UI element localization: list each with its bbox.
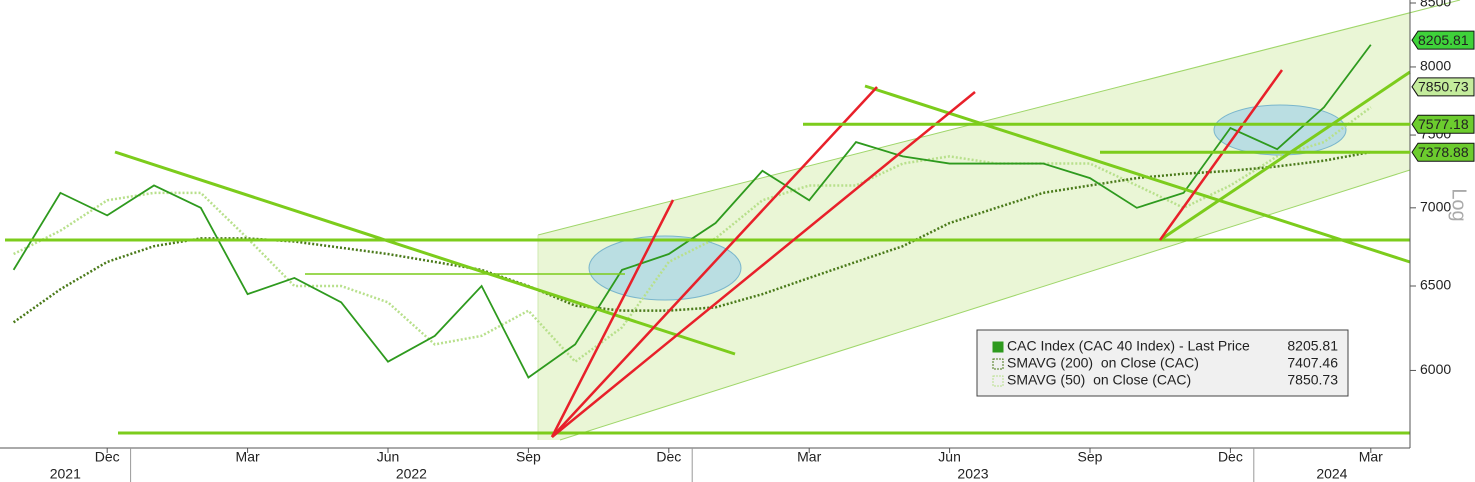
trend-line	[864, 84, 1411, 264]
x-tick-label: Sep	[1078, 449, 1103, 465]
fan-line	[1158, 69, 1284, 241]
y-tick-label: 8000	[1420, 58, 1451, 74]
legend-label: CAC Index (CAC 40 Index) - Last Price	[1007, 338, 1250, 354]
price-tag-label: 7378.88	[1418, 144, 1469, 160]
fan-line	[551, 91, 976, 438]
x-tick-label: Mar	[236, 449, 260, 465]
price-tag	[1411, 114, 1475, 134]
year-label: 2023	[957, 466, 988, 482]
trendlines	[5, 70, 1411, 435]
legend-label: SMAVG (200) on Close (CAC)	[1007, 355, 1199, 371]
x-tick-label: Jun	[377, 449, 400, 465]
legend	[976, 329, 1349, 397]
y-tick-label: 6500	[1420, 277, 1451, 293]
channel-upper	[537, 0, 1461, 236]
y-axis-label: Log	[1448, 188, 1470, 221]
year-label: 2021	[50, 466, 81, 482]
series-line	[12, 150, 1372, 324]
legend-swatch	[992, 358, 1004, 370]
price-tag-label: 7577.18	[1418, 116, 1469, 132]
x-tick-label: Jun	[938, 449, 961, 465]
price-tag	[1411, 142, 1475, 162]
fan-line	[551, 86, 878, 438]
x-tick-label: Dec	[656, 449, 681, 465]
legend-value: 7407.46	[1287, 355, 1338, 371]
price-tag-label: 7850.73	[1418, 79, 1469, 95]
x-tick-label: Dec	[1218, 449, 1243, 465]
trend-line	[1159, 70, 1411, 242]
red-trendlines	[550, 69, 1284, 438]
y-tick-label: 7000	[1420, 199, 1451, 215]
x-tick-label: Mar	[797, 449, 821, 465]
x-tick-label: Mar	[1359, 449, 1383, 465]
channel-fill	[538, 12, 1410, 440]
legend-swatch	[992, 375, 1004, 387]
price-tag-label: 8205.81	[1418, 32, 1469, 48]
x-tick-label: Dec	[95, 449, 120, 465]
price-tag	[1411, 30, 1475, 50]
legend-value: 7850.73	[1287, 372, 1338, 388]
legend-label: SMAVG (50) on Close (CAC)	[1007, 372, 1191, 388]
legend-value: 8205.81	[1287, 338, 1338, 354]
highlight-ellipse	[588, 235, 742, 301]
y-tick-label: 8500	[1420, 0, 1451, 10]
trend-line	[114, 150, 736, 356]
year-label: 2024	[1316, 466, 1347, 482]
year-label: 2022	[396, 466, 427, 482]
y-tick-label: 6000	[1420, 361, 1451, 377]
legend-swatch	[992, 341, 1004, 353]
fan-line	[550, 199, 675, 438]
x-tick-label: Sep	[516, 449, 541, 465]
price-tag	[1411, 77, 1475, 97]
series-line	[13, 106, 1372, 364]
